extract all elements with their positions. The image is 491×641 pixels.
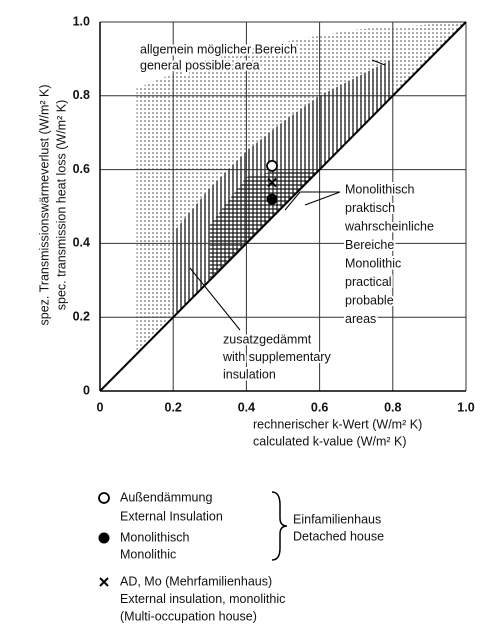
leader-line — [304, 191, 341, 206]
legend-group-label: Einfamilienhaus — [293, 512, 381, 526]
legend-group-label: Detached house — [293, 529, 384, 543]
region-label: probable — [345, 293, 394, 307]
region-label: areas — [345, 312, 376, 326]
legend-label: AD, Mo (Mehrfamilienhaus) — [120, 574, 272, 588]
y-tick-label: 0.2 — [73, 309, 90, 323]
legend-label: Monolithisch — [120, 530, 190, 544]
y-tick-label: 0.4 — [73, 236, 90, 250]
y-axis-label: spec. transmission heat loss (W/m² K) — [54, 100, 68, 310]
reference-line — [99, 21, 467, 392]
x-tick-label: 1.0 — [457, 400, 474, 414]
legend-brace — [271, 491, 288, 561]
leader-line — [371, 59, 386, 66]
legend-label: Monolithic — [120, 547, 176, 561]
y-axis-label: spez. Transmissionswärmeverlust (W/m² K) — [37, 84, 51, 325]
x-tick-label: 0.6 — [311, 400, 328, 414]
x-tick-label: 0 — [97, 400, 104, 414]
x-tick-label: 0.8 — [384, 400, 401, 414]
x-tick-label: 0.4 — [238, 400, 255, 414]
point — [267, 177, 277, 188]
region-label: zusatzgedämmt — [223, 332, 312, 346]
region-label: allgemein möglicher Bereich — [140, 42, 297, 56]
region-label: Monolithisch — [345, 182, 415, 196]
leader-line — [284, 191, 301, 211]
legend-label: (Multi-occupation house) — [120, 609, 257, 623]
x-axis-label: calculated k-value (W/m² K) — [253, 434, 407, 448]
region-label: Bereiche — [345, 238, 394, 252]
leader-line — [189, 267, 241, 331]
legend-label: External Insulation — [120, 509, 223, 523]
legend-marker — [99, 577, 109, 587]
x-tick-label: 0.2 — [165, 400, 182, 414]
region-label: insulation — [223, 367, 276, 381]
region-label: practical — [345, 275, 392, 289]
point — [266, 160, 278, 172]
x-axis-label: rechnerischer k-Wert (W/m² K) — [253, 417, 422, 431]
legend-label: Außendämmung — [120, 490, 212, 504]
region-label: general possible area — [140, 58, 260, 72]
region-label: Monolithic — [345, 256, 401, 270]
y-tick-label: 0.8 — [73, 88, 90, 102]
region-label: praktisch — [345, 201, 395, 215]
legend-label: External insulation, monolithic — [120, 592, 285, 606]
legend-marker — [98, 532, 110, 544]
region-label: wahrscheinliche — [344, 219, 434, 233]
region-label: with supplementary — [222, 350, 331, 364]
legend-marker — [98, 492, 110, 504]
point — [266, 193, 278, 205]
y-tick-label: 1.0 — [73, 14, 90, 28]
y-tick-label: 0.6 — [73, 162, 90, 176]
y-tick-label: 0 — [83, 383, 90, 397]
